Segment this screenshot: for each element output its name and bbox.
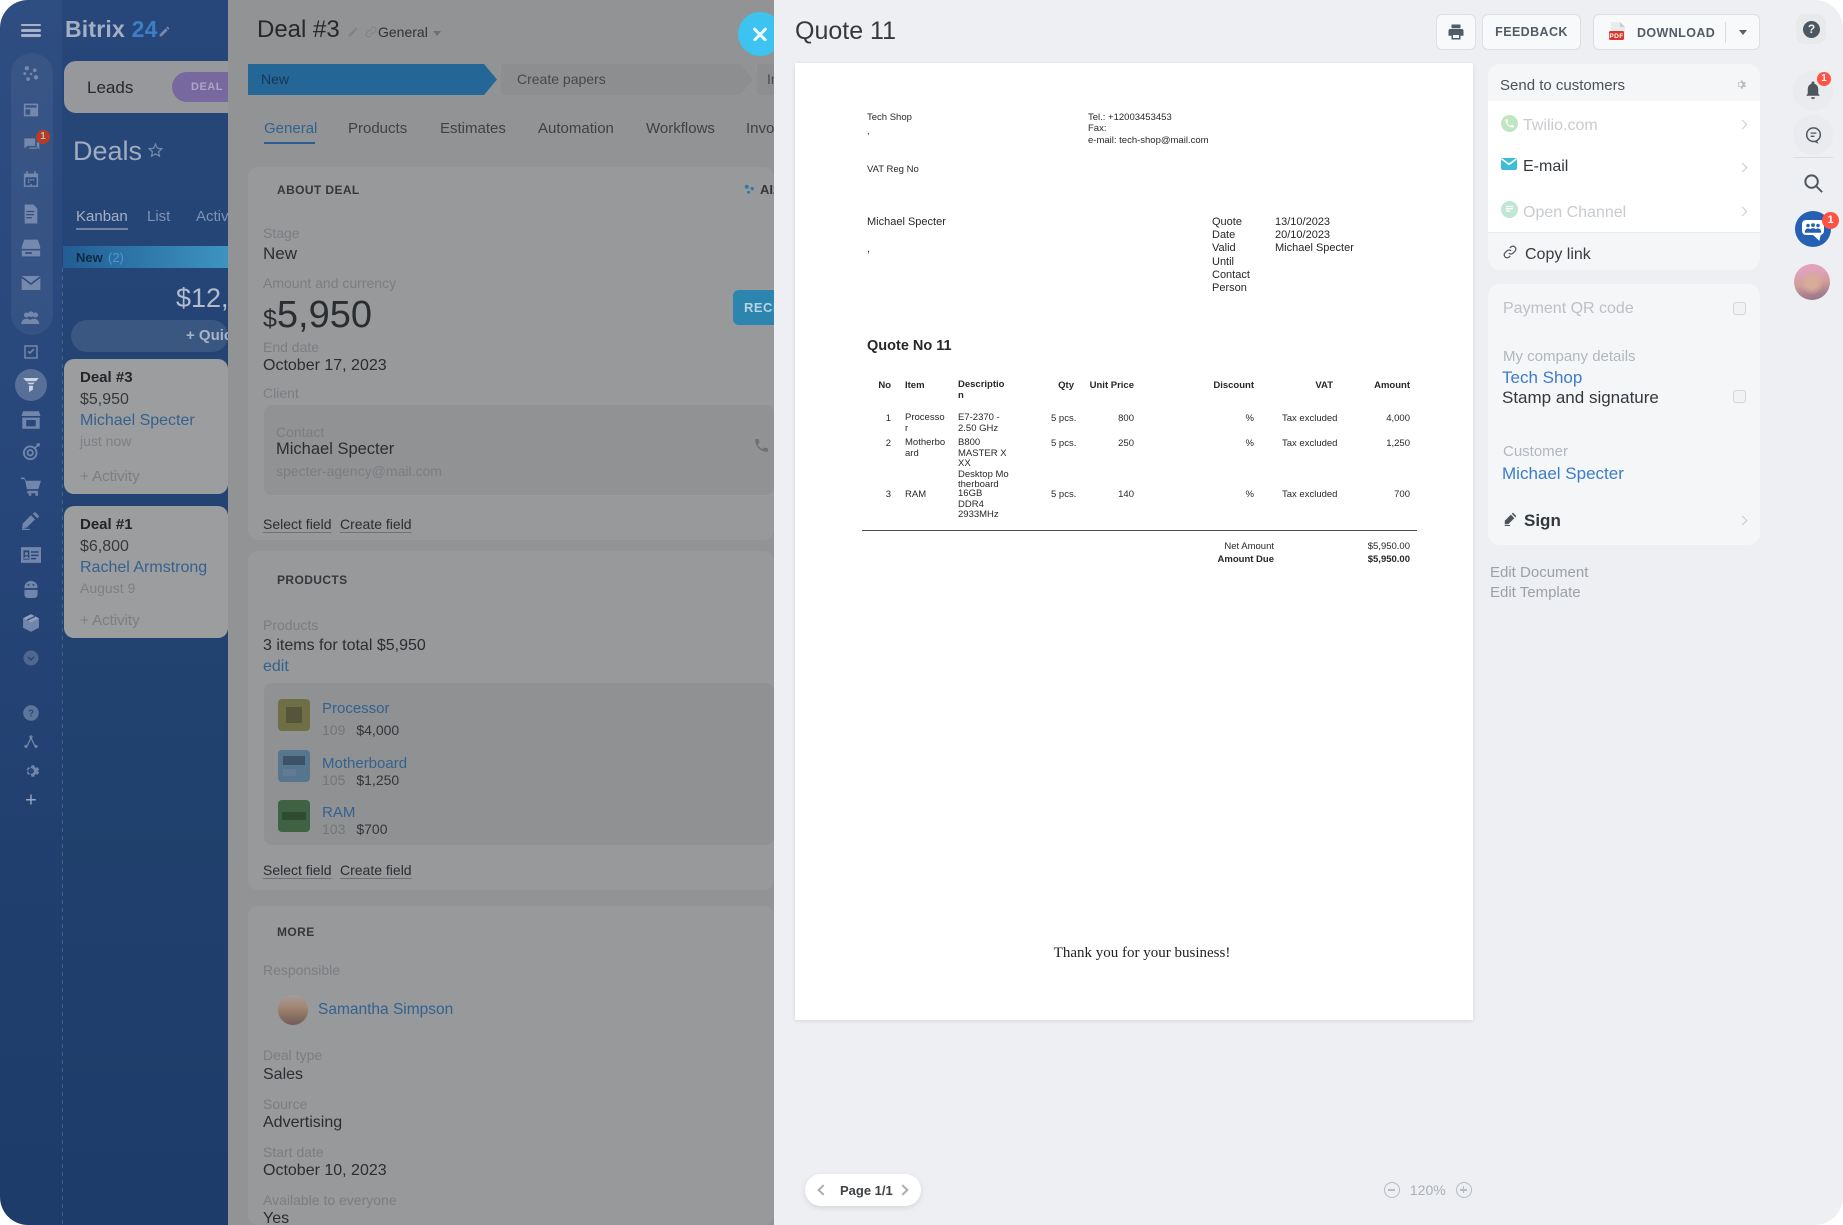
svg-text:?: ? xyxy=(28,709,34,720)
svg-text:PDF: PDF xyxy=(1609,33,1623,40)
